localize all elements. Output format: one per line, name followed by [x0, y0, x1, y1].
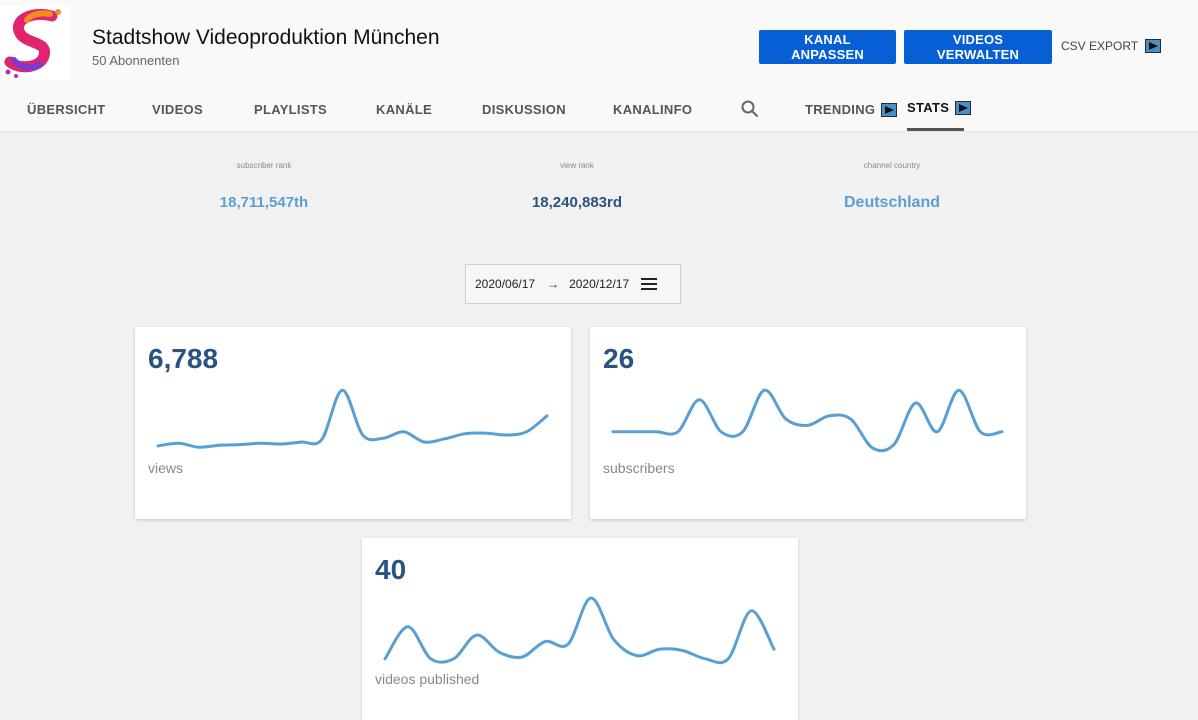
videos-label: videos published	[375, 671, 480, 687]
channel-name: Stadtshow Videoproduktion München	[92, 26, 440, 49]
stat-subscriber-rank: subscriber rank 18,711,547th	[154, 161, 374, 211]
stat-value: 18,711,547th	[219, 194, 309, 211]
customize-channel-button[interactable]: KANAL ANPASSEN	[759, 30, 896, 64]
tab-discussion[interactable]: DISKUSSION	[482, 102, 566, 117]
play-badge-icon	[1145, 39, 1162, 53]
stat-label: subscriber rank	[236, 161, 292, 170]
views-total: 6,788	[148, 343, 219, 374]
tab-videos[interactable]: VIDEOS	[152, 102, 203, 117]
tab-channels[interactable]: KANÄLE	[376, 102, 432, 117]
tab-label: TRENDING	[805, 102, 876, 117]
views-trend-line	[156, 388, 549, 449]
stat-value: 18,240,883rd	[531, 194, 623, 211]
tab-playlists[interactable]: PLAYLISTS	[254, 102, 327, 117]
csv-export-button[interactable]: CSV EXPORT	[1061, 39, 1162, 53]
subscribers-label: subscribers	[603, 460, 675, 476]
active-tab-indicator	[907, 128, 964, 131]
tab-about[interactable]: KANALINFO	[613, 102, 692, 117]
manage-videos-button[interactable]: VIDEOS VERWALTEN	[904, 30, 1052, 64]
stat-channel-country: channel country Deutschland	[782, 161, 1002, 212]
views-label: views	[148, 460, 184, 476]
tab-label: ÜBERSICHT	[27, 102, 106, 117]
tab-label: KANALINFO	[613, 102, 693, 117]
stat-label: channel country	[863, 161, 921, 170]
tab-trending[interactable]: TRENDING	[805, 102, 898, 117]
tab-label: KANÄLE	[376, 102, 432, 117]
videos-card: 40 videos published	[362, 538, 798, 720]
tab-label: DISKUSSION	[482, 102, 566, 117]
tab-overview[interactable]: ÜBERSICHT	[27, 102, 106, 117]
search-icon[interactable]	[741, 100, 759, 118]
play-badge-icon	[955, 100, 972, 115]
menu-icon[interactable]	[641, 278, 658, 290]
date-range-picker[interactable]: 2020/06/17 → 2020/12/17	[465, 264, 681, 304]
csv-export-label: CSV EXPORT	[1061, 39, 1139, 53]
stat-label: view rank	[560, 161, 594, 170]
tab-label: VIDEOS	[152, 102, 203, 117]
tab-label: PLAYLISTS	[254, 102, 328, 117]
channel-header: Stadtshow Videoproduktion München 50 Abo…	[0, 0, 1198, 132]
date-to: 2020/12/17	[569, 277, 630, 291]
videos-total: 40	[375, 554, 407, 585]
subscribers-card: 26 subscribers	[590, 327, 1026, 519]
tab-stats[interactable]: STATS	[907, 100, 972, 115]
videos-trend-line	[383, 596, 776, 665]
channel-logo[interactable]	[0, 6, 70, 80]
subscriber-count: 50 Abonnenten	[92, 53, 180, 68]
arrow-right-icon: →	[547, 277, 560, 291]
subscribers-total: 26	[603, 343, 635, 374]
play-badge-icon	[881, 102, 898, 117]
views-sparkline	[156, 388, 549, 449]
stat-view-rank: view rank 18,240,883rd	[467, 161, 687, 211]
subscribers-trend-line	[611, 388, 1004, 453]
tab-label: STATS	[907, 100, 950, 115]
views-card: 6,788 views	[135, 327, 571, 519]
date-from: 2020/06/17	[475, 277, 536, 291]
subscribers-sparkline	[611, 388, 1004, 453]
stat-value[interactable]: Deutschland	[843, 194, 940, 211]
videos-sparkline	[383, 596, 776, 665]
